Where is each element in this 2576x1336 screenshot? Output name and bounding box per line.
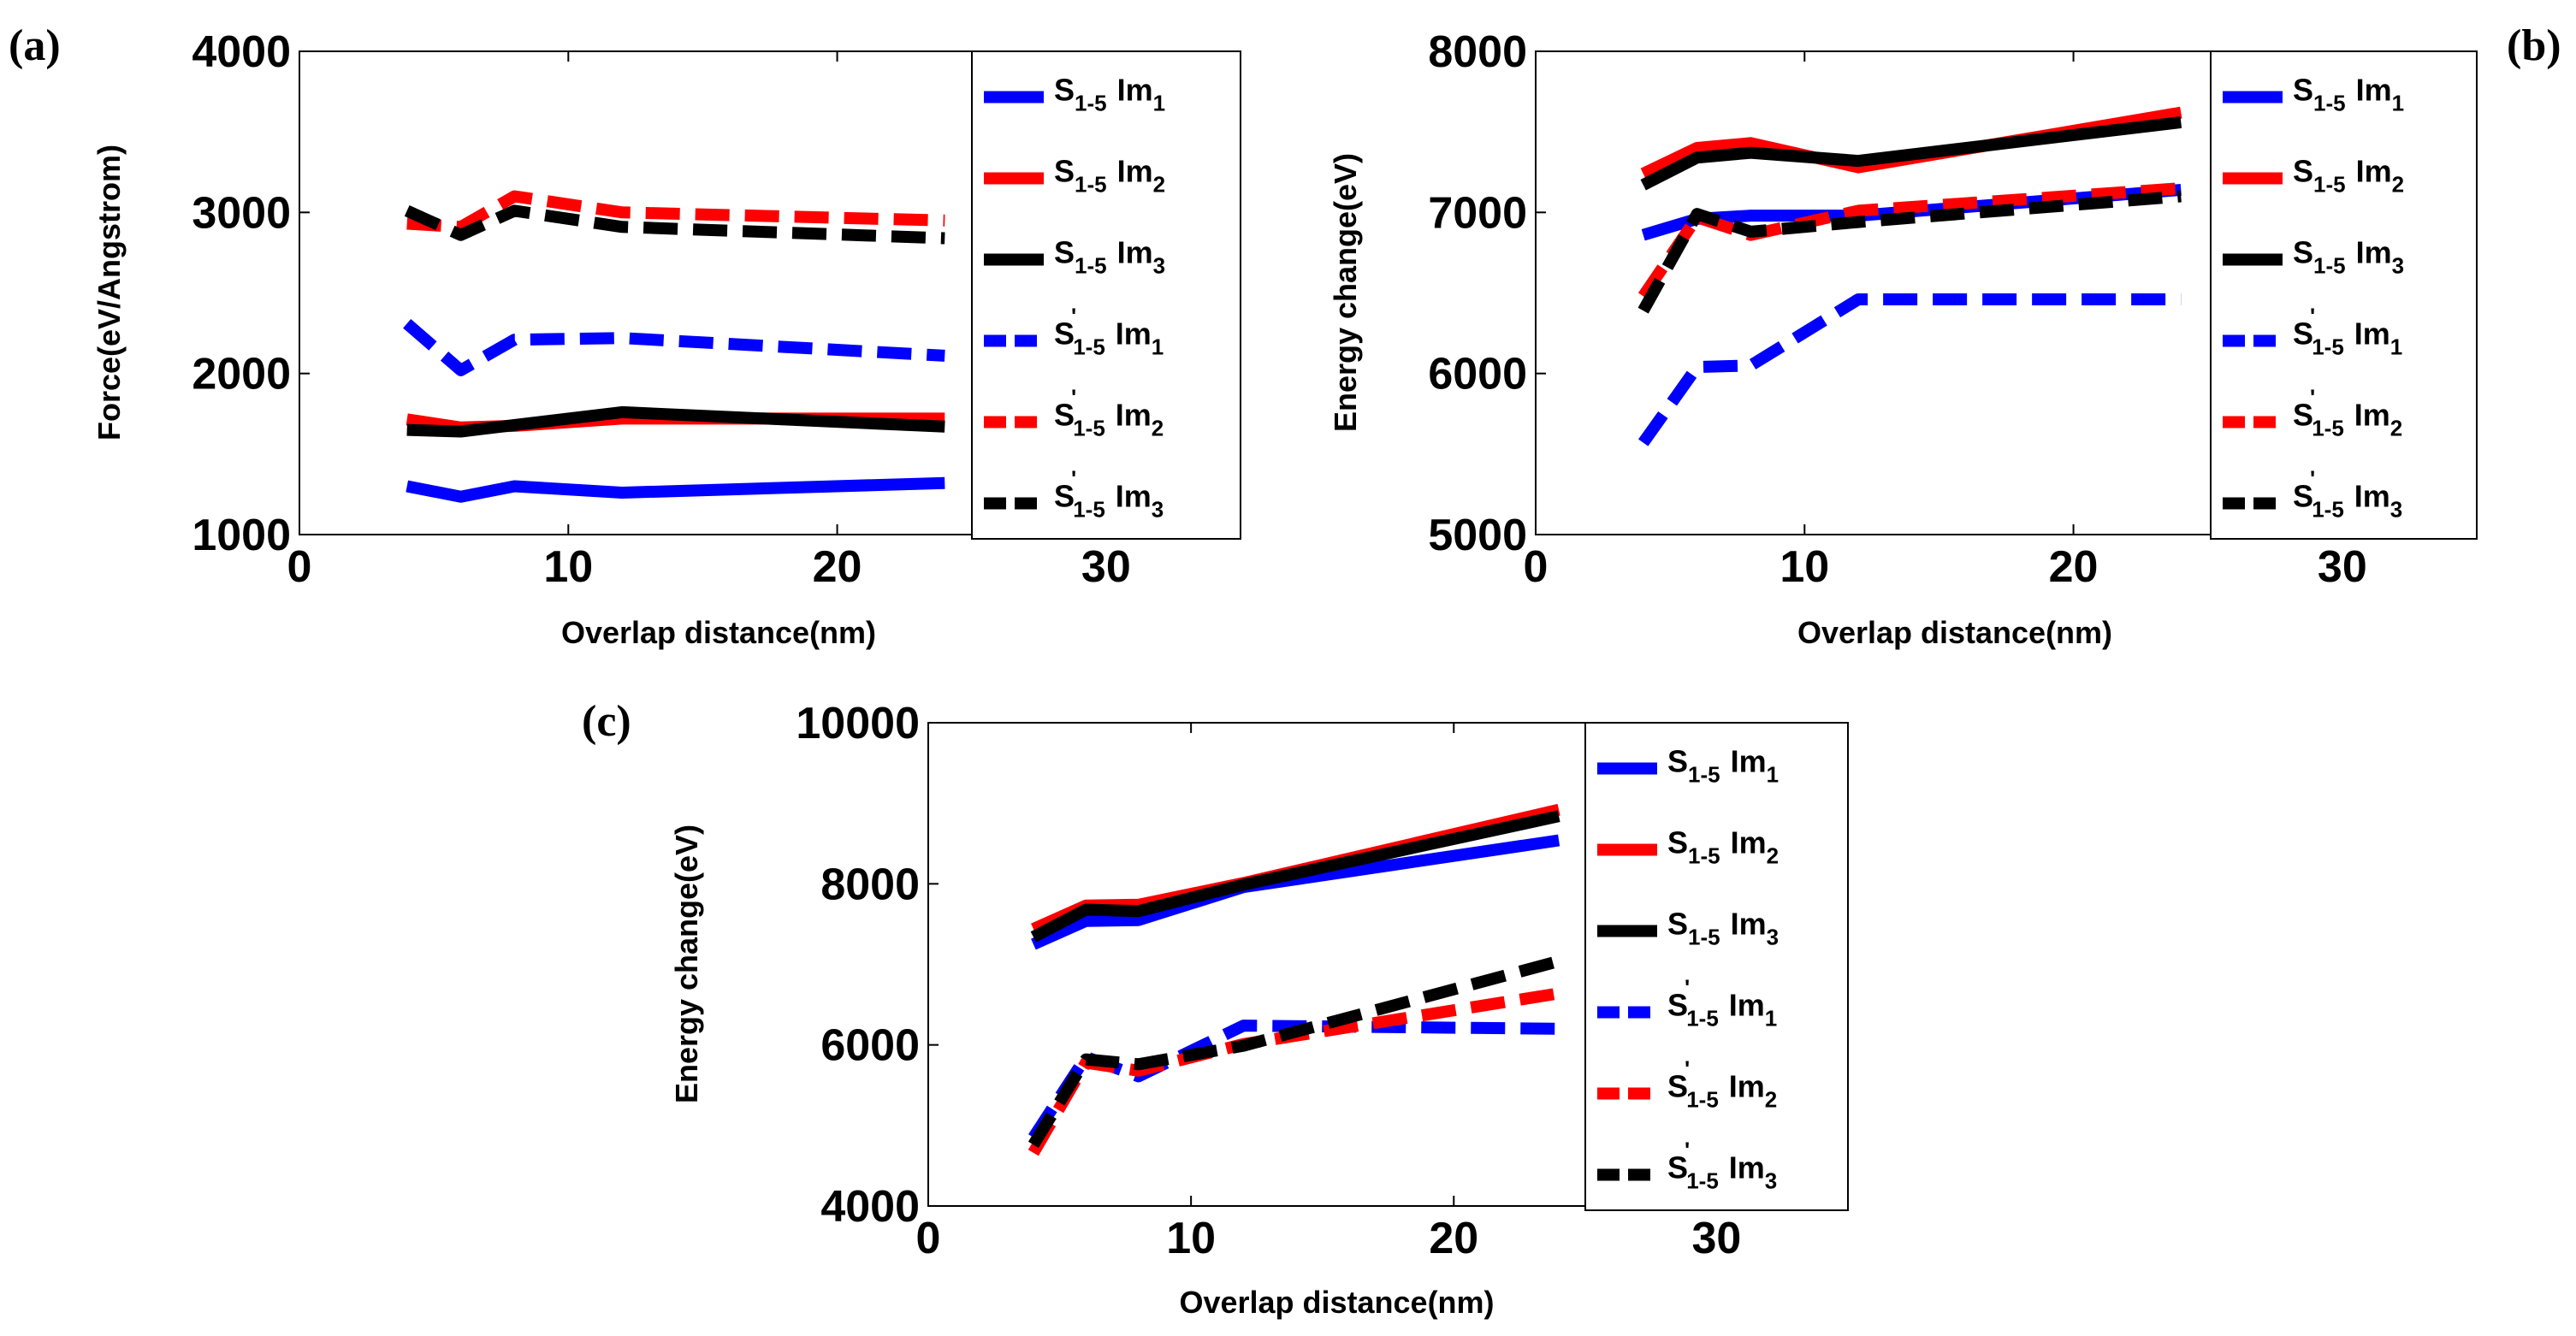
x-axis-label: Overlap distance(nm): [561, 615, 876, 650]
prime-mark: ': [1685, 1056, 1690, 1082]
series-line-6: [1637, 190, 2182, 314]
prime-mark: ': [1071, 466, 1076, 492]
prime-mark: ': [1071, 385, 1076, 411]
legend-entry: S' 1-5 Im2: [1054, 385, 1164, 441]
y-tick-label: 1000: [192, 511, 291, 560]
x-tick-label: 30: [2318, 542, 2367, 592]
series-line-5: [1027, 987, 1560, 1156]
y-axis-label: Energy change(eV): [669, 825, 704, 1103]
legend-box: [1584, 722, 1849, 1211]
legend-entry: S' 1-5 Im2: [1667, 1056, 1777, 1113]
prime-mark: ': [1071, 304, 1076, 329]
y-tick-label: 6000: [1428, 350, 1527, 399]
panel-label: (a): [9, 21, 61, 70]
legend-entry: S1-5 Im3: [1054, 235, 1165, 279]
prime-mark: ': [2310, 385, 2315, 411]
panel-label: (c): [582, 697, 631, 746]
x-tick-label: 30: [1081, 542, 1131, 592]
y-tick-label: 6000: [820, 1021, 920, 1071]
x-tick-label: 0: [916, 1214, 941, 1263]
x-tick-label: 20: [813, 542, 862, 592]
x-tick-label: 20: [1429, 1214, 1478, 1263]
panel-b: (b) 0 10 20 30 5000 6000 7000 8000 Overlap distan…: [1328, 21, 2561, 650]
legend-entry: S' 1-5 Im3: [2293, 466, 2402, 523]
panel-label: (b): [2507, 21, 2561, 70]
series-line-3: [406, 405, 945, 438]
legend-entry: S1-5 Im3: [2293, 235, 2404, 279]
legend-entry: S1-5 Im1: [1667, 744, 1779, 788]
prime-mark: ': [1685, 975, 1690, 1001]
legend-entry: S1-5 Im2: [1054, 154, 1165, 198]
y-tick-label: 7000: [1428, 188, 1527, 238]
series-line-1: [406, 476, 945, 503]
legend-entry: S1-5 Im2: [1667, 825, 1779, 869]
y-tick-label: 4000: [820, 1182, 920, 1232]
x-tick-label: 10: [1166, 1214, 1216, 1263]
series-line-4: [403, 319, 945, 376]
legend-entry: S' 1-5 Im3: [1054, 466, 1164, 523]
legend: S1-5 Im1 S1-5 Im2 S1-5 Im3 S' 1-5 Im1 S' 1-5 Im2 S' 1…: [1584, 722, 1849, 1211]
legend-entry: S' 1-5 Im2: [2293, 385, 2402, 441]
x-tick-label: 0: [1524, 542, 1549, 592]
y-tick-label: 2000: [192, 350, 291, 399]
series-line-6: [1027, 955, 1560, 1149]
legend-entry: S' 1-5 Im1: [1054, 304, 1164, 360]
x-tick-label: 0: [287, 542, 312, 592]
series-line-4: [1028, 1020, 1560, 1141]
legend-entry: S1-5 Im1: [1054, 73, 1165, 116]
x-axis-label: Overlap distance(nm): [1797, 615, 2112, 650]
legend: S1-5 Im1 S1-5 Im2 S1-5 Im3 S' 1-5 Im1 S' 1-5 Im2 S' 1…: [971, 50, 1241, 540]
y-axis-label: Force(eV/Angstrom): [92, 145, 127, 440]
legend-box: [971, 50, 1241, 540]
x-tick-label: 10: [543, 542, 593, 592]
y-tick-label: 3000: [192, 188, 291, 238]
y-tick-label: 5000: [1428, 511, 1527, 560]
x-tick-label: 20: [2049, 542, 2099, 592]
series-line-1: [1031, 834, 1560, 950]
legend-entry: S1-5 Im3: [1667, 907, 1779, 950]
series-line-6: [404, 204, 945, 245]
x-tick-label: 10: [1780, 542, 1829, 592]
x-tick-label: 30: [1692, 1214, 1742, 1263]
panel-a: (a) 0 10 20 30 1000 2000 3000 4000 Overlap distan…: [9, 21, 1241, 650]
legend-entry: S' 1-5 Im1: [2293, 304, 2402, 360]
legend-entry: S1-5 Im2: [2293, 154, 2404, 198]
y-tick-label: 4000: [192, 27, 291, 77]
legend-entry: S' 1-5 Im3: [1667, 1138, 1777, 1194]
legend-entry: S' 1-5 Im1: [1667, 975, 1777, 1032]
panel-c: (c) 0 10 20 30 4000 6000 8000 10000 Overlap dista…: [582, 697, 1849, 1320]
y-tick-label: 8000: [820, 860, 920, 909]
x-axis-label: Overlap distance(nm): [1179, 1285, 1494, 1320]
y-tick-label: 8000: [1428, 27, 1527, 77]
y-tick-label: 10000: [796, 699, 920, 748]
series-line-3: [1640, 115, 2182, 191]
series-line-5: [406, 190, 945, 234]
legend-box: [2210, 50, 2478, 540]
prime-mark: ': [2310, 304, 2315, 329]
series-line-4: [1637, 293, 2182, 446]
prime-mark: ': [1685, 1138, 1690, 1163]
series-line-3: [1030, 810, 1560, 943]
legend: S1-5 Im1 S1-5 Im2 S1-5 Im3 S' 1-5 Im1 S' 1-5 Im2 S' 1…: [2210, 50, 2478, 540]
prime-mark: ': [2310, 466, 2315, 492]
legend-entry: S1-5 Im1: [2293, 73, 2404, 116]
series-line-2: [1640, 106, 2182, 180]
y-axis-label: Energy change(eV): [1328, 153, 1363, 432]
